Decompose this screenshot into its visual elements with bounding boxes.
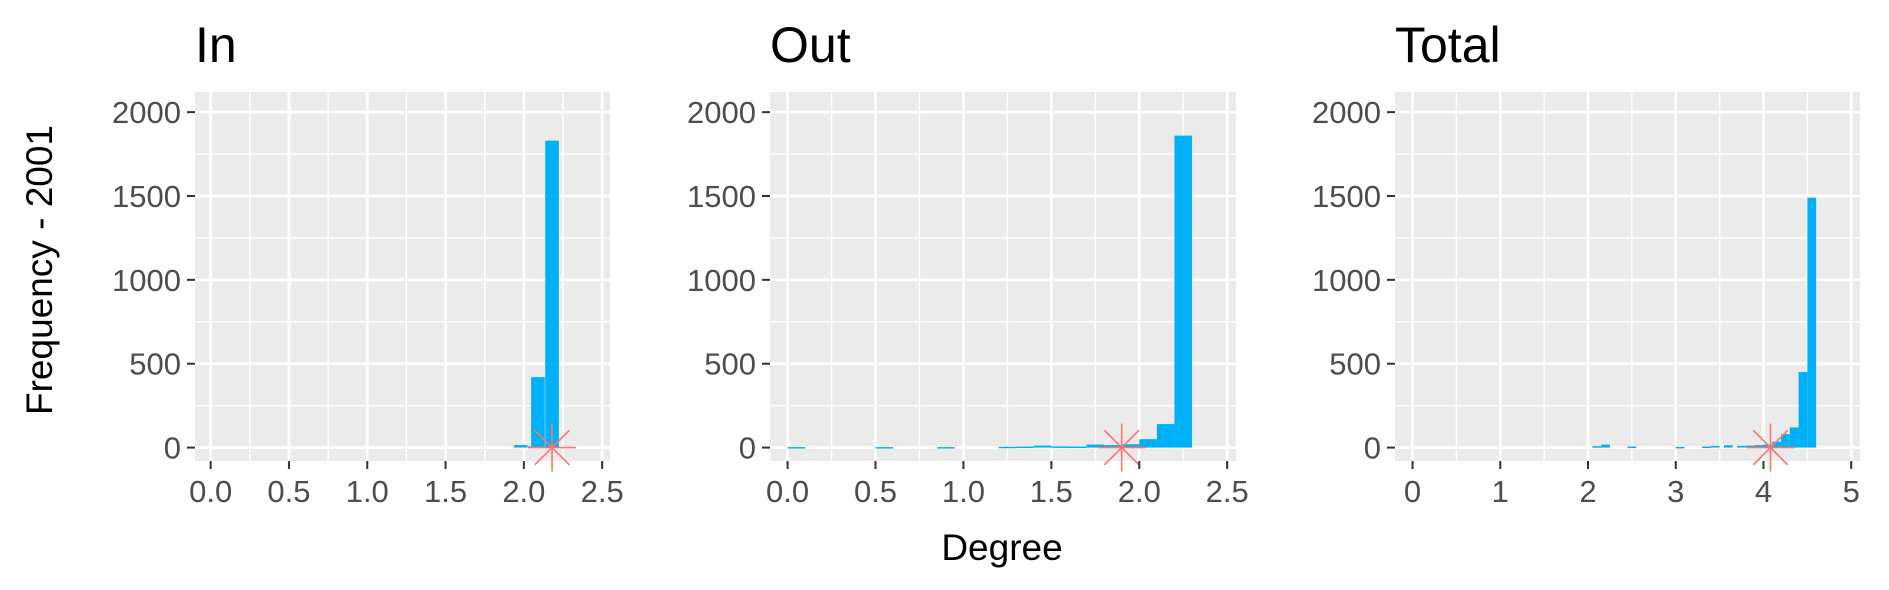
histogram-bar	[1592, 446, 1602, 448]
histogram-bar	[1724, 445, 1733, 448]
y-tick-label: 0	[739, 431, 756, 466]
y-axis-title: Frequency - 2001	[19, 125, 60, 415]
panel-title: Out	[770, 17, 851, 73]
histogram-bar	[1807, 197, 1817, 448]
y-tick-label: 500	[704, 347, 756, 382]
x-tick-label: 0.0	[189, 474, 232, 509]
y-tick-label: 500	[129, 347, 181, 382]
x-tick-label: 3	[1667, 474, 1684, 509]
histogram-bar	[1104, 445, 1122, 448]
histogram-bar	[1086, 444, 1105, 448]
x-tick-label: 1.0	[942, 474, 985, 509]
y-tick-label: 1500	[687, 179, 756, 214]
x-tick-label: 5	[1843, 474, 1860, 509]
mean-marker	[1097, 423, 1146, 472]
x-tick-label: 2.5	[1206, 474, 1249, 509]
y-tick-label: 500	[1329, 347, 1381, 382]
panel-in: 0 500 1000 1500 2000 0.0 0.5 1.0 1.5 2.0 2.5 In	[112, 17, 624, 509]
x-tick-label: 0.0	[766, 474, 809, 509]
x-tick-label: 2.5	[581, 474, 624, 509]
x-tick-label: 1.5	[1030, 474, 1073, 509]
mean-marker	[1746, 423, 1795, 472]
histogram-bar	[1016, 446, 1034, 449]
y-tick-label: 1000	[687, 263, 756, 298]
x-tick-label: 0.5	[854, 474, 897, 509]
histogram-bar	[531, 377, 545, 448]
histogram-bar	[1601, 444, 1610, 448]
histogram-bar	[875, 447, 894, 449]
histogram-bar	[1737, 445, 1746, 448]
histogram-bar	[1627, 446, 1637, 449]
histogram-bar	[1798, 372, 1808, 448]
mean-marker	[528, 423, 577, 472]
histogram-bar	[1789, 427, 1799, 448]
histogram-bar	[1772, 441, 1782, 448]
x-tick-label: 4	[1755, 474, 1772, 509]
histogram-bar	[1745, 445, 1755, 448]
histogram-bar	[1121, 444, 1140, 448]
y-tick-label: 2000	[112, 95, 181, 130]
histogram-bar	[998, 446, 1017, 449]
x-tick-label: 1.0	[346, 474, 389, 509]
y-tick-label: 0	[164, 431, 181, 466]
panel-out: 0 500 1000 1500 2000 0.0 0.5 1.0 1.5 2.0 2.5 Out	[687, 17, 1249, 509]
histogram-bar	[1702, 446, 1711, 449]
histogram-bar	[1051, 446, 1069, 448]
histogram-bar	[513, 445, 528, 448]
y-tick-label: 1500	[112, 179, 181, 214]
histogram-bar	[1781, 434, 1790, 448]
y-tick-label: 1000	[112, 263, 181, 298]
histogram-bar	[1139, 439, 1157, 448]
y-tick-label: 2000	[687, 95, 756, 130]
y-tick-label: 0	[1364, 431, 1381, 466]
histogram-bar	[787, 447, 806, 449]
histogram-bar	[1675, 446, 1685, 449]
x-tick-label: 2	[1579, 474, 1596, 509]
histogram-bar	[1033, 445, 1052, 448]
x-tick-label: 2.0	[1118, 474, 1161, 509]
panel-title: Total	[1395, 17, 1501, 73]
panel-title: In	[195, 17, 237, 73]
y-tick-label: 2000	[1312, 95, 1381, 130]
histogram-bar	[1156, 424, 1175, 448]
histogram-bar	[1174, 135, 1193, 448]
y-tick-label: 1000	[1312, 263, 1381, 298]
histogram-bar	[937, 447, 955, 449]
x-tick-label: 1	[1492, 474, 1509, 509]
x-axis-title: Degree	[941, 527, 1062, 568]
x-tick-label: 1.5	[424, 474, 467, 509]
panel-total: 0 500 1000 1500 2000 0 1 2 3 4 5 Total	[1312, 17, 1860, 509]
histogram-bar	[1068, 446, 1087, 449]
histogram-bar	[1710, 445, 1720, 448]
x-tick-label: 0	[1404, 474, 1421, 509]
x-tick-label: 2.0	[502, 474, 545, 509]
x-tick-label: 0.5	[267, 474, 310, 509]
y-tick-label: 1500	[1312, 179, 1381, 214]
histogram-bar	[545, 140, 559, 448]
histogram-bar	[1754, 445, 1764, 448]
